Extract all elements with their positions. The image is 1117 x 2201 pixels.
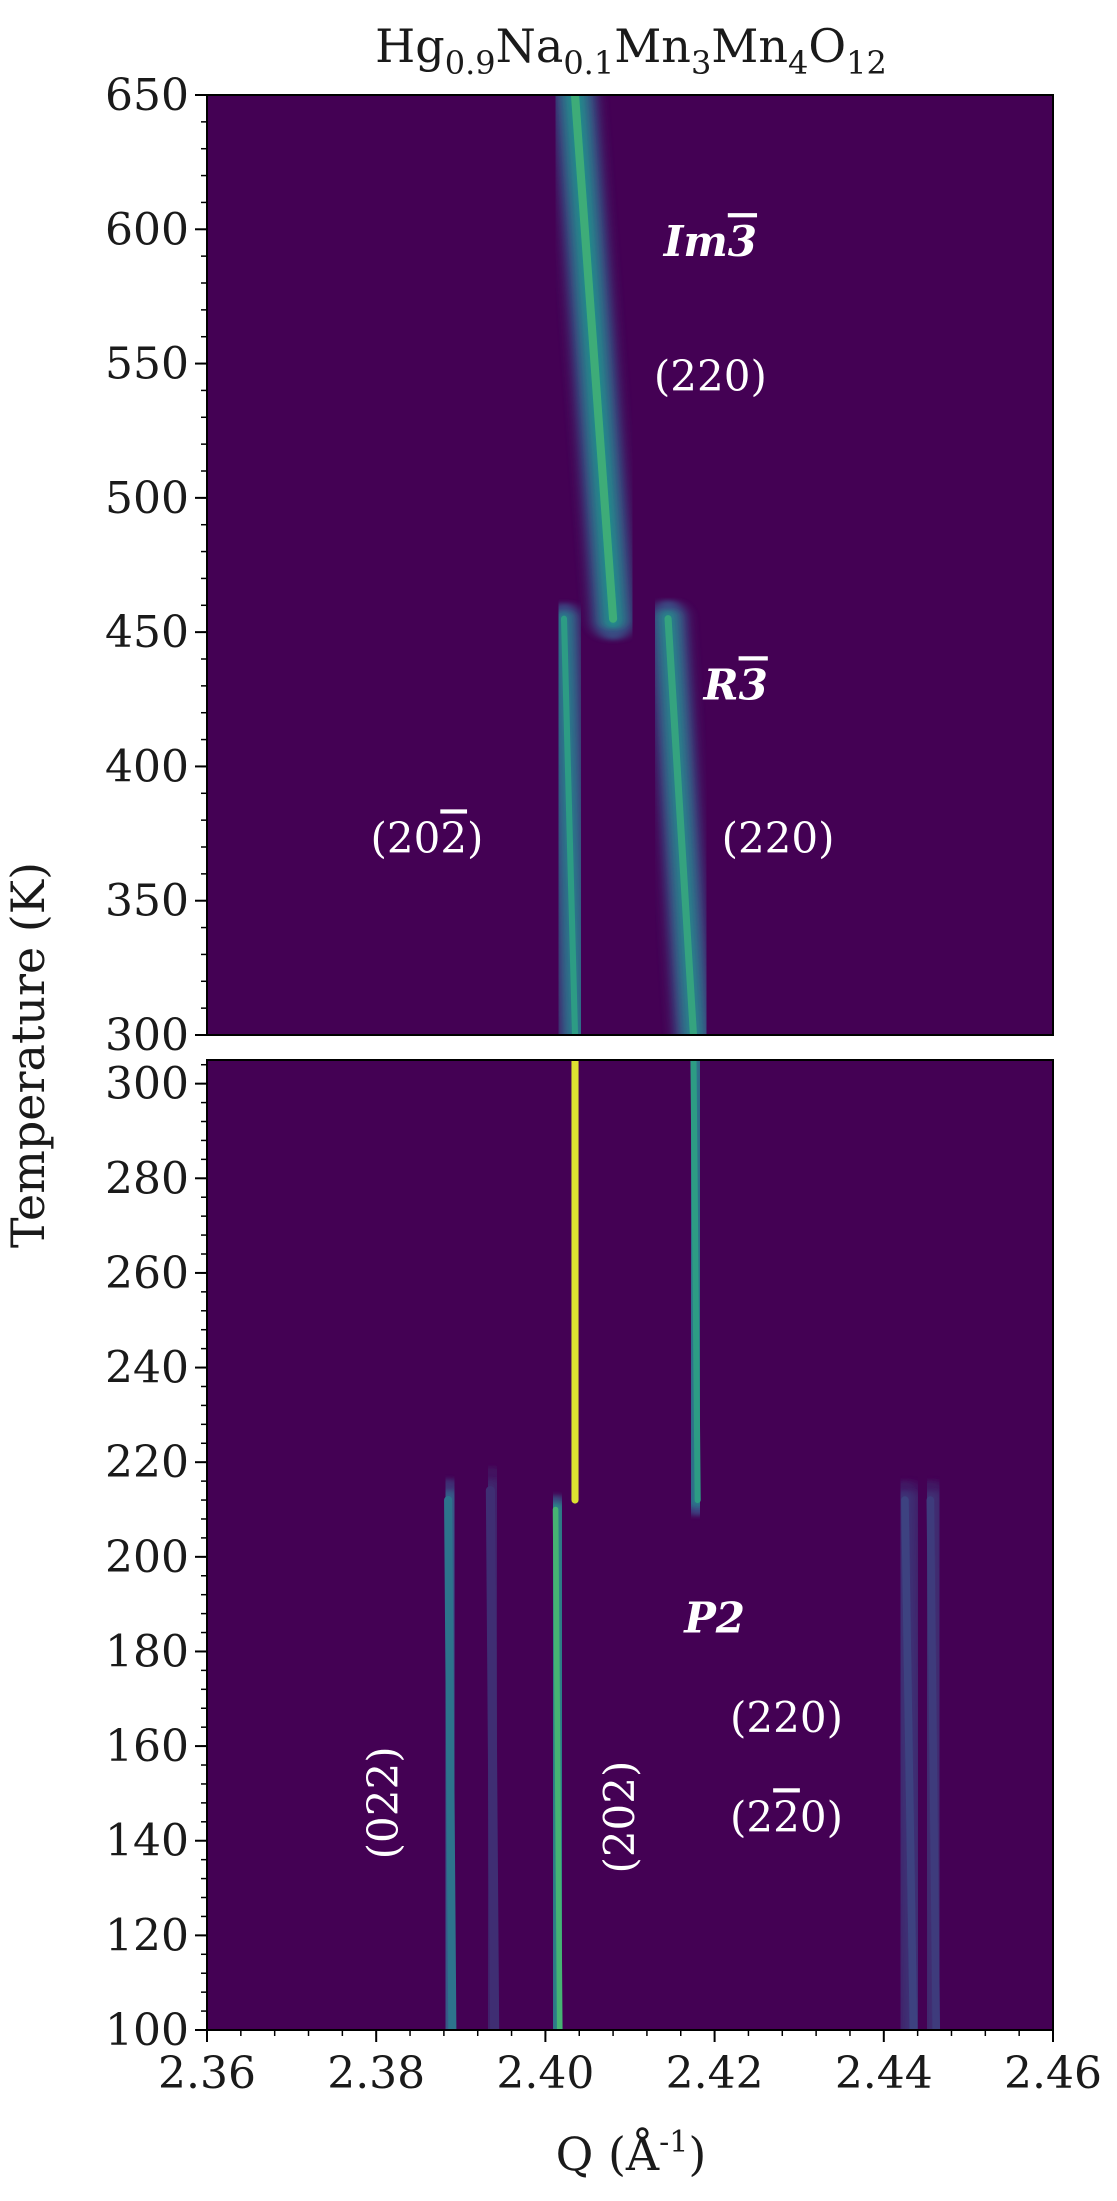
ridge--220-2-20-p2 [884, 1479, 934, 2030]
upper-y-tick-label: 500 [105, 473, 189, 524]
lower-y-tick-label: 100 [105, 2005, 189, 2056]
ridge--220-2-20-p2-b [910, 1479, 957, 2030]
ridge--022-p2-shoulder [466, 1466, 520, 2030]
annotation-lower-0: P2 [683, 1594, 745, 1643]
ridge--220-im-3 [553, 95, 635, 641]
x-tick-label: 2.38 [327, 2048, 425, 2099]
upper-plot-frame [206, 94, 1054, 1036]
annotation-upper-3: (202) [370, 813, 483, 862]
x-tick-label: 2.36 [158, 2048, 256, 2099]
ridge--20-2-r-3 [547, 602, 592, 1035]
lower-y-tick-label: 280 [105, 1153, 189, 1204]
annotation-upper-4: (220) [722, 813, 835, 862]
lower-panel: P2 (220) (220) (022) (202) 100 120 140 160 180 200… [105, 1059, 1054, 2056]
x-axis: 2.36 2.38 2.40 2.42 2.44 2.46 [158, 2030, 1102, 2099]
annotation-lower-1: (220) [730, 1693, 843, 1742]
lower-plot-frame [206, 1059, 1054, 2031]
lower-y-tick-label: 220 [105, 1437, 189, 1488]
annotation-lower-4: (202) [595, 1761, 644, 1874]
lower-y-tick-label: 160 [105, 1721, 189, 1772]
upper-panel: Im3 (220) R3 (202) (220) 300 350 400 450 500 550 60… [105, 70, 1054, 1061]
x-tick-label: 2.40 [496, 2048, 594, 2099]
lower-y-tick-label: 240 [105, 1343, 189, 1394]
ridge--220-r-3 [677, 1060, 714, 1517]
upper-y-tick-label: 650 [105, 70, 189, 121]
lower-y-tick-label: 300 [105, 1059, 189, 1110]
lower-y-tick-label: 200 [105, 1532, 189, 1583]
x-tick-label: 2.42 [666, 2048, 764, 2099]
x-tick-label: 2.44 [835, 2048, 933, 2099]
upper-y-tick-label: 550 [105, 339, 189, 390]
upper-y-tick-label: 400 [105, 741, 189, 792]
x-tick-label: 2.46 [1004, 2048, 1102, 2099]
upper-y-tick-label: 300 [105, 1010, 189, 1061]
lower-y-tick-label: 120 [105, 1910, 189, 1961]
upper-y-tick-label: 350 [105, 876, 189, 927]
y-axis-label: Temperature (K) [1, 862, 55, 1248]
lower-y-tick-label: 140 [105, 1816, 189, 1867]
annotation-upper-2: R3 [703, 660, 768, 709]
ridge--220-r-3 [649, 599, 713, 1035]
x-axis-label: Q (Å-1) [556, 2125, 707, 2181]
ridge--202-p2 [540, 1494, 575, 2030]
annotation-lower-3: (022) [358, 1746, 407, 1859]
ridge--022-p2 [426, 1478, 474, 2030]
chart-title: Hg0.9Na0.1Mn3Mn4O12 [375, 19, 887, 82]
lower-y-tick-label: 180 [105, 1626, 189, 1677]
annotation-upper-1: (220) [654, 351, 767, 400]
annotation-lower-2: (220) [730, 1792, 843, 1841]
annotation-upper-0: Im3 [663, 217, 757, 266]
upper-y-tick-label: 450 [105, 607, 189, 658]
upper-y-tick-label: 600 [105, 204, 189, 255]
lower-y-tick-label: 260 [105, 1248, 189, 1299]
